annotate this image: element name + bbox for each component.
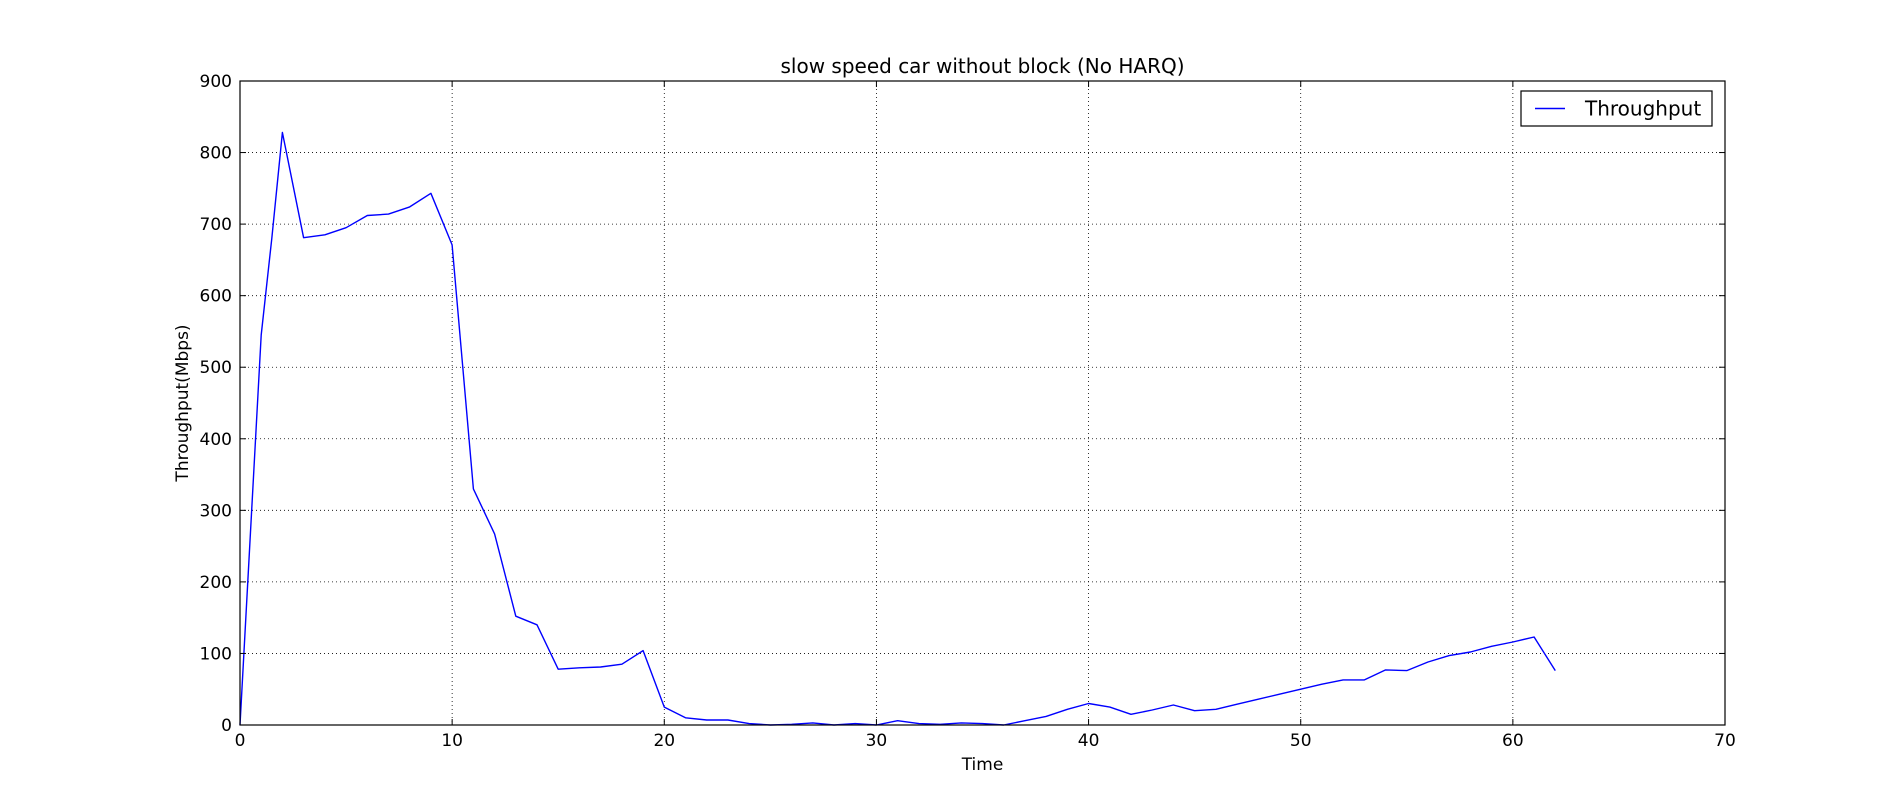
x-tick-label: 10: [441, 731, 463, 751]
y-tick-label: 400: [200, 430, 232, 450]
chart-title: slow speed car without block (No HARQ): [780, 54, 1184, 78]
y-tick-label: 0: [221, 716, 232, 736]
plot-area-frame: [239, 80, 1726, 726]
x-tick-labels: 0 10 20 30 40 50 60 70: [235, 731, 1736, 751]
legend-label: Throughput: [1584, 97, 1701, 121]
x-tick-label: 60: [1502, 731, 1524, 751]
x-tick-label: 40: [1078, 731, 1100, 751]
y-tick-label: 700: [200, 215, 232, 235]
series-layer: [239, 131, 1556, 726]
x-tick-label: 50: [1290, 731, 1312, 751]
legend: Throughput: [1520, 90, 1713, 127]
x-tick-label: 20: [653, 731, 675, 751]
y-tick-label: 200: [200, 573, 232, 593]
y-tick-label: 600: [200, 287, 232, 307]
x-axis-label: Time: [961, 755, 1004, 775]
y-tick-label: 300: [200, 501, 232, 521]
y-tick-label: 500: [200, 358, 232, 378]
y-axis-label: Throughput(Mbps): [173, 324, 193, 482]
y-tick-label: 100: [200, 644, 232, 664]
y-tick-label: 800: [200, 144, 232, 164]
y-tick-labels: 0 100 200 300 400 500 600 700 800 900: [200, 72, 232, 736]
x-tick-label: 30: [866, 731, 888, 751]
axis-ticks: [239, 80, 1726, 726]
y-tick-label: 900: [200, 72, 232, 92]
x-tick-label: 0: [235, 731, 246, 751]
x-tick-label: 70: [1714, 731, 1736, 751]
grid-lines: [240, 81, 1725, 725]
series-line-throughput: [239, 131, 1556, 726]
